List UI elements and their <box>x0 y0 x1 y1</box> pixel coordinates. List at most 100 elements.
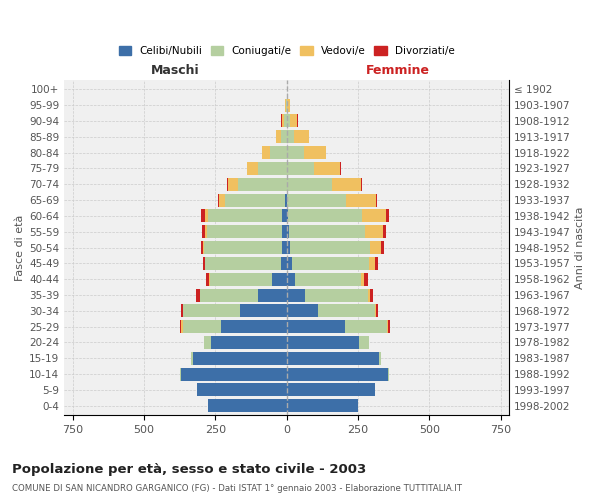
Bar <box>287 257 292 270</box>
Bar <box>205 257 281 270</box>
Bar <box>203 257 205 270</box>
Bar <box>386 320 388 333</box>
Bar <box>182 320 221 333</box>
Bar <box>239 304 287 318</box>
Bar <box>227 178 228 191</box>
Bar <box>287 241 290 254</box>
Bar <box>262 146 269 159</box>
Bar <box>283 241 287 254</box>
Bar <box>368 288 370 302</box>
Bar <box>369 257 375 270</box>
Bar <box>292 257 369 270</box>
Bar <box>206 272 209 285</box>
Bar <box>272 272 287 285</box>
Text: Maschi: Maschi <box>151 64 200 78</box>
Bar <box>196 288 200 302</box>
Bar <box>287 304 318 318</box>
Bar <box>283 210 287 222</box>
Bar <box>286 98 287 112</box>
Bar <box>286 194 287 206</box>
Bar <box>281 114 284 128</box>
Bar <box>364 272 368 285</box>
Bar <box>203 241 204 254</box>
Bar <box>287 146 304 159</box>
Legend: Celibi/Nubili, Coniugati/e, Vedovi/e, Divorziati/e: Celibi/Nubili, Coniugati/e, Vedovi/e, Di… <box>115 42 459 60</box>
Bar <box>318 304 375 318</box>
Bar <box>287 368 388 380</box>
Text: COMUNE DI SAN NICANDRO GARGANICO (FG) - Dati ISTAT 1° gennaio 2003 - Elaborazion: COMUNE DI SAN NICANDRO GARGANICO (FG) - … <box>12 484 462 493</box>
Bar <box>182 304 239 318</box>
Bar <box>376 304 378 318</box>
Bar <box>287 162 314 175</box>
Bar <box>365 226 383 238</box>
Bar <box>376 194 377 206</box>
Bar <box>284 114 287 128</box>
Bar <box>287 400 358 412</box>
Text: Femmine: Femmine <box>366 64 430 78</box>
Bar <box>181 320 182 333</box>
Bar <box>361 272 364 285</box>
Bar <box>269 146 287 159</box>
Bar <box>359 336 368 349</box>
Bar <box>208 210 283 222</box>
Bar <box>287 226 289 238</box>
Bar <box>181 368 287 380</box>
Bar <box>210 272 272 285</box>
Bar <box>197 384 287 396</box>
Bar <box>288 210 362 222</box>
Bar <box>290 114 298 128</box>
Bar <box>304 146 326 159</box>
Bar <box>221 320 287 333</box>
Bar <box>293 130 309 143</box>
Bar <box>290 241 370 254</box>
Bar <box>332 178 361 191</box>
Bar <box>287 210 288 222</box>
Bar <box>287 384 375 396</box>
Bar <box>207 226 283 238</box>
Bar <box>305 288 368 302</box>
Bar <box>388 320 390 333</box>
Bar <box>204 241 283 254</box>
Bar <box>345 320 386 333</box>
Bar <box>202 226 205 238</box>
Bar <box>287 320 345 333</box>
Bar <box>193 352 287 365</box>
Bar <box>181 304 182 318</box>
Bar <box>287 98 290 112</box>
Bar <box>370 241 381 254</box>
Bar <box>276 130 281 143</box>
Bar <box>201 241 203 254</box>
Bar <box>226 194 286 206</box>
Bar <box>258 162 287 175</box>
Bar <box>388 368 389 380</box>
Bar <box>375 257 378 270</box>
Bar <box>204 336 211 349</box>
Bar <box>205 226 207 238</box>
Bar <box>205 210 208 222</box>
Bar <box>383 226 386 238</box>
Bar <box>258 288 287 302</box>
Bar <box>287 114 290 128</box>
Bar <box>219 194 226 206</box>
Bar <box>314 162 340 175</box>
Bar <box>191 352 193 365</box>
Bar <box>340 162 341 175</box>
Bar <box>283 226 287 238</box>
Bar <box>281 130 287 143</box>
Bar <box>287 336 359 349</box>
Bar <box>287 288 305 302</box>
Bar <box>218 194 219 206</box>
Y-axis label: Anni di nascita: Anni di nascita <box>575 206 585 289</box>
Bar <box>200 288 258 302</box>
Text: Popolazione per età, sesso e stato civile - 2003: Popolazione per età, sesso e stato civil… <box>12 462 366 475</box>
Bar <box>287 194 346 206</box>
Bar <box>375 304 376 318</box>
Bar <box>228 178 238 191</box>
Bar <box>287 272 295 285</box>
Bar <box>202 210 205 222</box>
Bar <box>281 257 287 270</box>
Bar <box>287 178 332 191</box>
Bar <box>370 288 373 302</box>
Bar <box>287 352 379 365</box>
Bar <box>346 194 376 206</box>
